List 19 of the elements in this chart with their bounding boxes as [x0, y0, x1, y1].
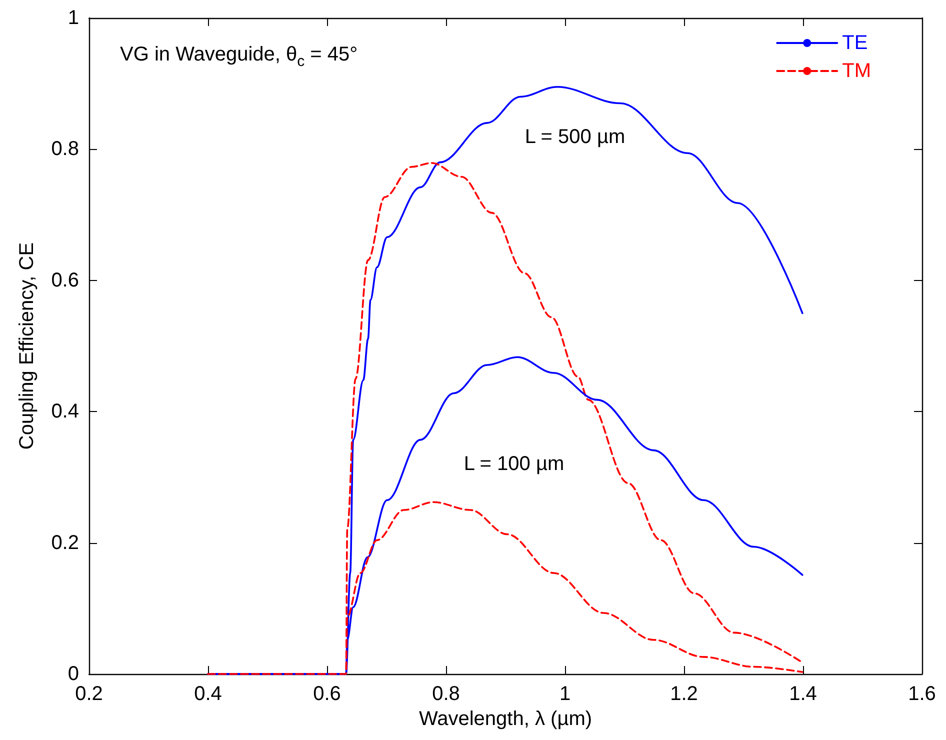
y-tick-label: 0.4 [51, 400, 79, 423]
annotation: L = 100 µm [464, 453, 564, 475]
x-tick-label: 0.6 [313, 683, 341, 705]
y-tick-label: 0.8 [51, 138, 79, 160]
x-tick-label: 1.6 [908, 683, 936, 705]
x-tick-label: 1.2 [670, 683, 698, 705]
y-tick-label: 0.2 [51, 532, 79, 554]
x-tick-label: 0.8 [432, 683, 460, 705]
y-axis-title: Coupling Efficiency, CE [16, 242, 38, 450]
x-tick-label: 0.4 [194, 683, 222, 705]
x-tick-label: 1 [559, 683, 571, 705]
x-tick-label: 1.4 [789, 683, 817, 705]
legend-label: TM [842, 60, 872, 82]
annotation: L = 500 µm [524, 126, 626, 148]
x-axis-title: Wavelength, λ (µm) [418, 708, 592, 730]
y-tick-label: 0 [68, 663, 79, 685]
y-tick-label: 1 [68, 7, 79, 29]
legend-label: TE [842, 32, 868, 54]
y-tick-label: 0.6 [51, 269, 79, 292]
